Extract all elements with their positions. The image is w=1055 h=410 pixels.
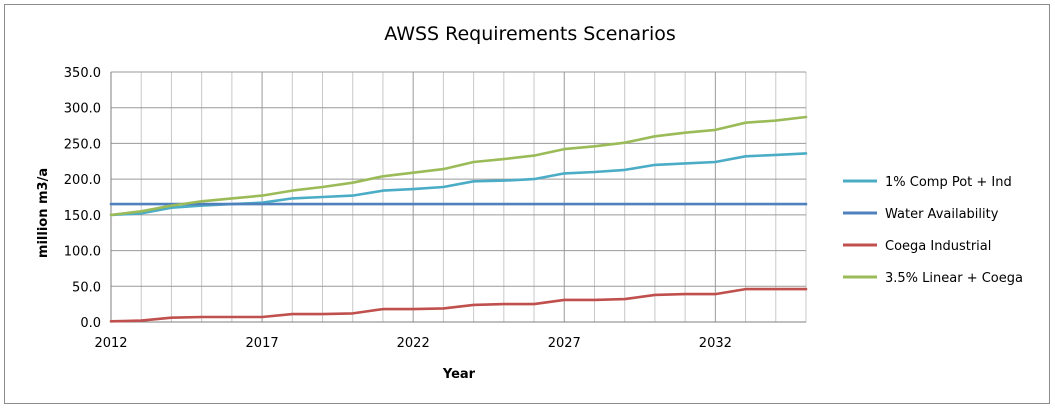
grid [110,71,807,323]
y-tick-label: 200.0 [64,173,101,188]
x-axis-ticks: 2012 2017 2022 2027 2032 [94,336,731,351]
x-tick-label: 2027 [548,336,581,351]
y-tick-label: 250.0 [64,137,101,152]
series-lines [109,115,808,323]
y-tick-label: 100.0 [64,245,101,260]
legend-label: 1% Comp Pot + Ind [885,175,1012,190]
line-chart: AWSS Requirements Scenarios 0.0 50.0 100.0… [36,23,1023,382]
x-tick-label: 2012 [94,336,127,351]
chart-frame: AWSS Requirements Scenarios 0.0 50.0 100.0… [4,4,1050,404]
y-tick-label: 150.0 [64,209,101,224]
chart-title: AWSS Requirements Scenarios [384,23,676,45]
x-tick-label: 2032 [699,336,732,351]
x-tick-label: 2022 [397,336,430,351]
series-line [109,152,808,217]
series-line [109,287,808,323]
legend-label: 3.5% Linear + Coega [885,271,1023,286]
y-axis-ticks: 0.0 50.0 100.0 150.0 200.0 250.0 300.0 350.0 [64,66,101,331]
y-tick-label: 50.0 [72,280,101,295]
legend-label: Water Availability [885,207,999,222]
legend: 1% Comp Pot + Ind Water Availability Coega… [843,175,1023,286]
y-axis-label: million m3/a [36,168,51,258]
x-axis-label: Year [442,367,476,382]
y-tick-label: 0.0 [80,316,101,331]
y-tick-label: 350.0 [64,66,101,81]
series-line [109,115,808,217]
y-tick-label: 300.0 [64,102,101,117]
legend-label: Coega Industrial [885,239,991,254]
x-tick-label: 2017 [246,336,279,351]
